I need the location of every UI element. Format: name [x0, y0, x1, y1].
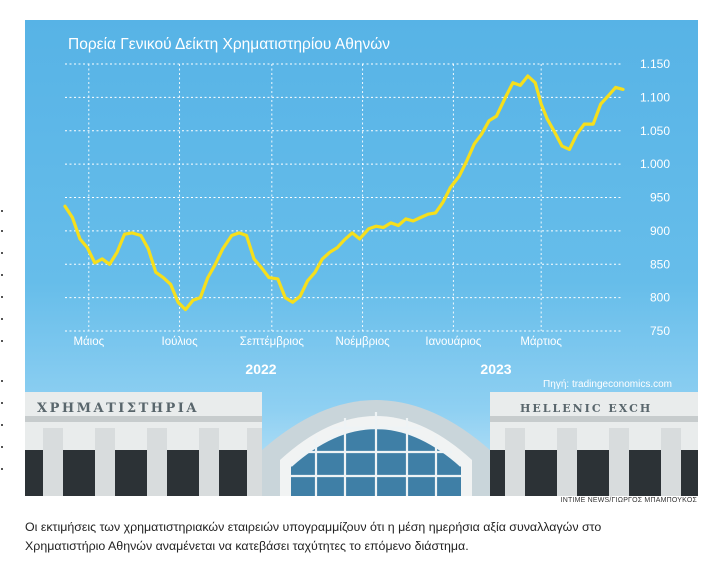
x-tick-label: Μάρτιος [520, 336, 562, 348]
x-tick-label: Μάιος [73, 336, 104, 348]
building-photo [25, 392, 698, 496]
y-tick-label: 1.100 [640, 90, 670, 104]
building-sign-right: HELLENIC EXCH [520, 402, 652, 415]
series-line [63, 74, 625, 312]
y-tick-label: 950 [650, 191, 670, 205]
year-label-2023: 2023 [480, 361, 511, 377]
y-tick-label: 800 [650, 291, 670, 305]
x-tick-label: Ιανουάριος [425, 336, 481, 348]
y-tick-labels: 750 800 850 900 950 1.000 1.050 1.100 1.150 [640, 57, 670, 338]
y-tick-label: 1.000 [640, 157, 670, 171]
photo-credit: INTIME NEWS/ΓΙΩΡΓΟΣ ΜΠΑΜΠΟΥΚΟΣ [560, 497, 697, 504]
y-tick-label: 1.050 [640, 124, 670, 138]
y-tick-label: 750 [650, 324, 670, 338]
chart-title: Πορεία Γενικού Δείκτη Χρηματιστηρίου Αθη… [68, 36, 390, 53]
y-tick-label: 900 [650, 224, 670, 238]
x-tick-labels: Μάιος Ιούλιος Σεπτέμβριος Νοέμβριος Ιανουάρι… [73, 336, 562, 348]
x-tick-label: Νοέμβριος [336, 336, 391, 348]
y-tick-label: 850 [650, 257, 670, 271]
year-label-2022: 2022 [245, 361, 276, 377]
source-annotation: Πηγή: tradingeconomics.com [543, 378, 672, 390]
caption-line-2: Χρηματιστήριο Αθηνών αναμένεται να κατεβ… [25, 538, 469, 553]
infographic: ΧΡΗΜΑΤΙΣΤΗΡΙΑ HELLENIC EXCH Πορεία Γενικ… [25, 20, 698, 496]
index-chart: ΧΡΗΜΑΤΙΣΤΗΡΙΑ HELLENIC EXCH Πορεία Γενικ… [25, 36, 698, 496]
caption-line-1: Οι εκτιμήσεις των χρηματιστηριακών εταιρ… [25, 520, 602, 534]
building-sign-left: ΧΡΗΜΑΤΙΣΤΗΡΙΑ [37, 401, 199, 416]
x-tick-label: Σεπτέμβριος [240, 336, 305, 348]
caption: Οι εκτιμήσεις των χρηματιστηριακών εταιρ… [25, 518, 695, 555]
chart-gridlines [65, 63, 623, 332]
y-tick-label: 1.150 [640, 57, 670, 71]
x-tick-label: Ιούλιος [162, 336, 199, 348]
side-dots-decoration [0, 200, 6, 500]
